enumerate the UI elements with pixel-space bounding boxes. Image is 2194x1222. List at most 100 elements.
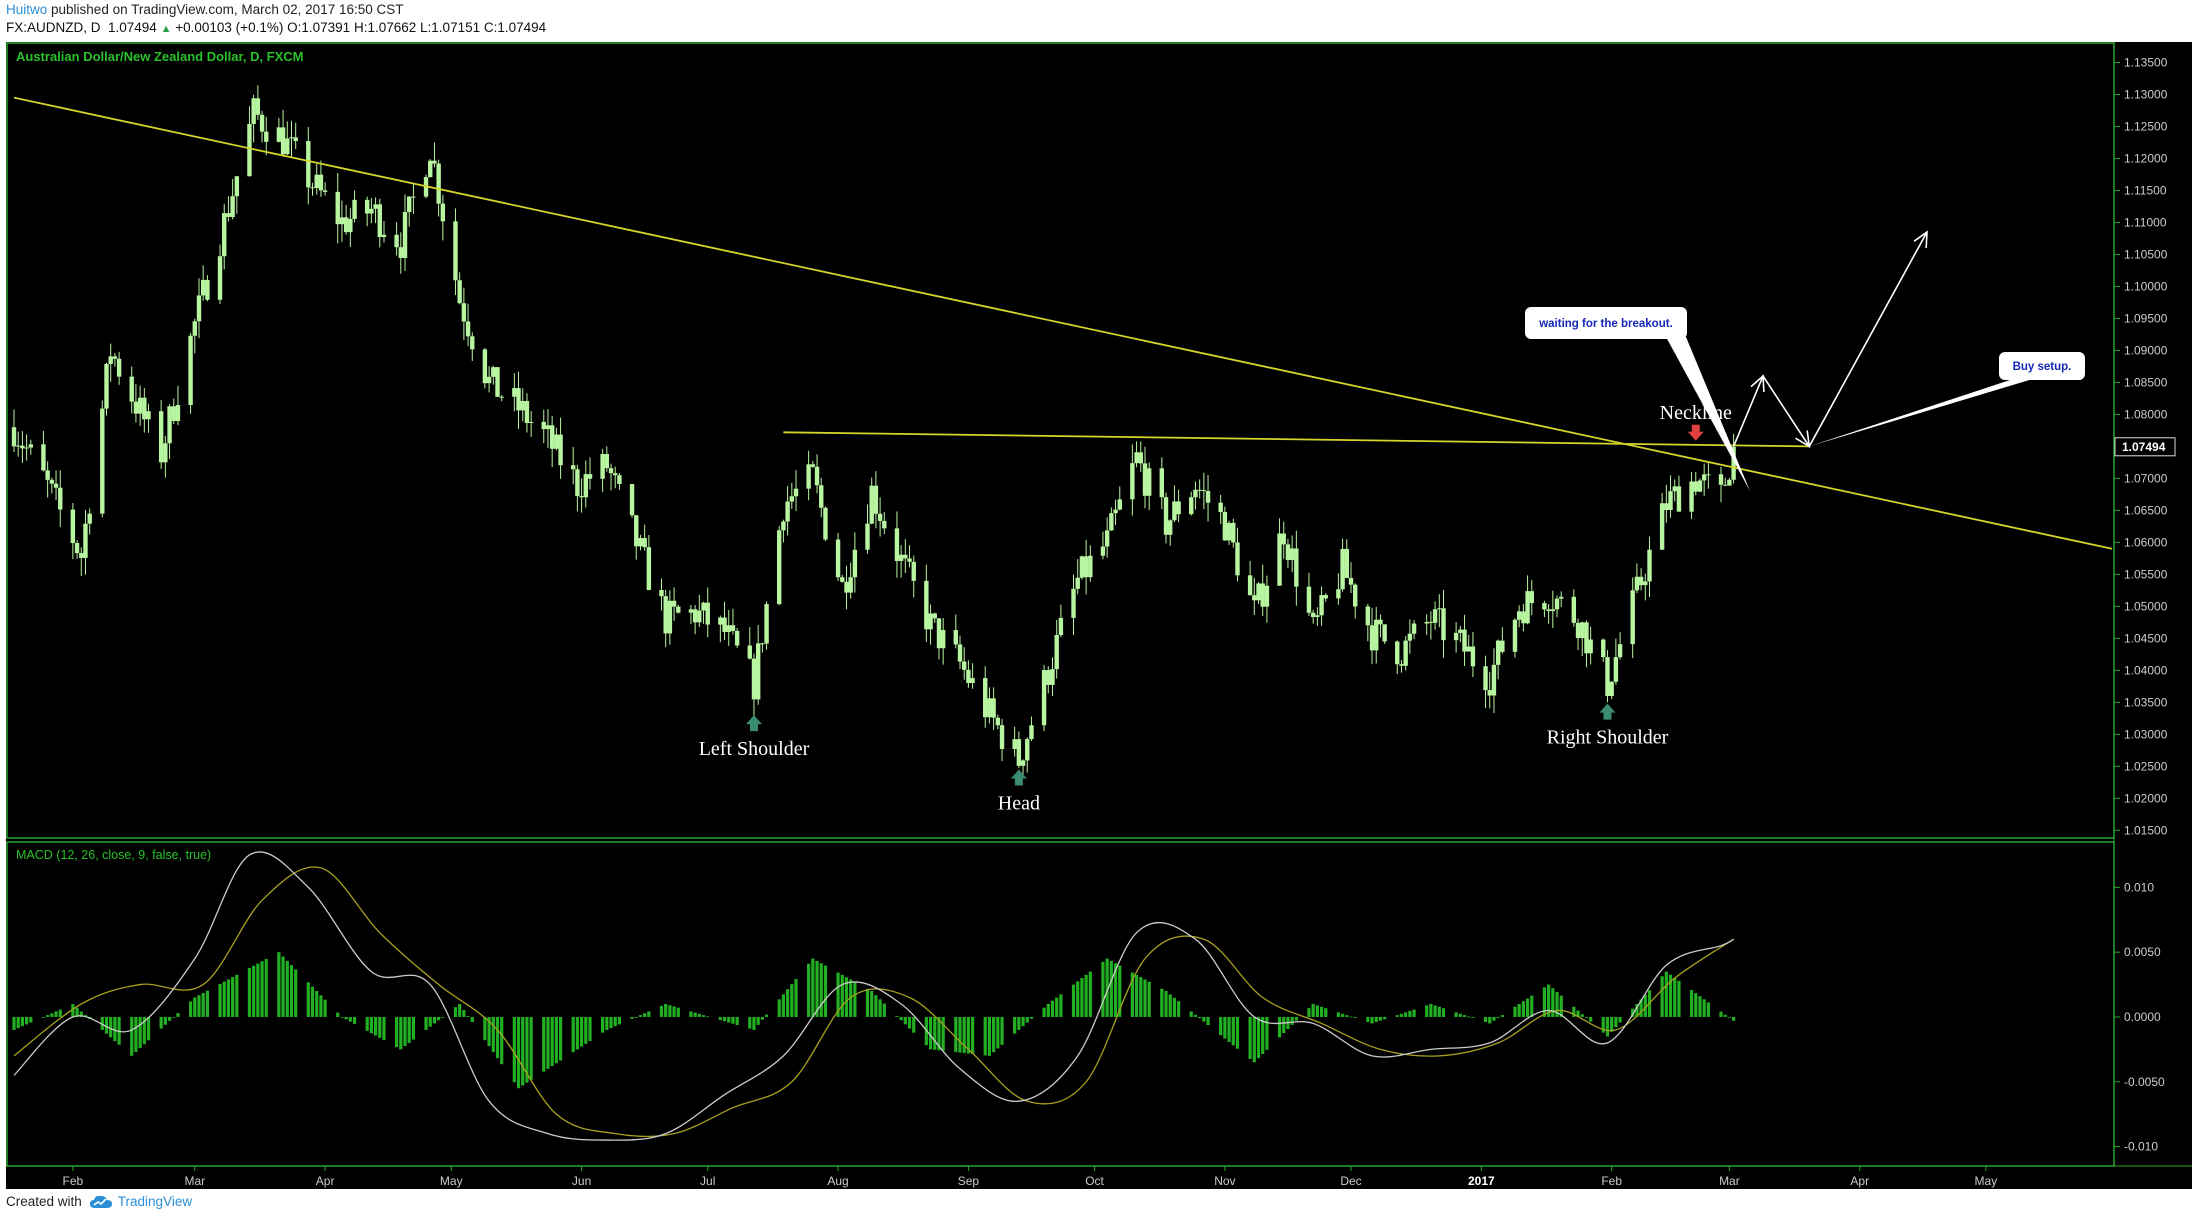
candle-body — [411, 196, 416, 198]
time-tick-label: Sep — [958, 1174, 980, 1188]
candle — [1374, 606, 1379, 664]
histogram-bar — [601, 1016, 605, 1033]
neckline-down-arrow-icon — [1687, 424, 1704, 441]
candle — [810, 461, 816, 469]
candle — [697, 594, 702, 627]
candle — [369, 198, 374, 224]
candle — [1260, 564, 1265, 616]
candle — [991, 687, 996, 730]
time-tick-label: Apr — [316, 1174, 335, 1188]
candle-body — [755, 643, 761, 700]
histogram-bar — [323, 999, 327, 1017]
candle-body — [1235, 542, 1240, 576]
candle-body — [1113, 509, 1118, 514]
candle-body — [1159, 468, 1165, 498]
histogram-bar — [1231, 1016, 1235, 1046]
candle — [1281, 521, 1286, 559]
histogram-bar — [630, 1016, 634, 1019]
candle-body — [1369, 625, 1375, 651]
candle — [840, 574, 845, 583]
candle — [940, 618, 946, 665]
candle — [1025, 737, 1030, 773]
histogram-bar — [718, 1016, 722, 1021]
candle-body — [848, 577, 853, 593]
candle — [528, 411, 534, 437]
histogram-bar — [1572, 1006, 1576, 1017]
time-tick-label: Mar — [1719, 1174, 1740, 1188]
candle-body — [697, 610, 702, 623]
candle — [20, 431, 25, 463]
histogram-bar — [466, 1016, 470, 1017]
candle — [428, 159, 433, 178]
candle-body — [322, 190, 328, 192]
histogram-bar — [369, 1016, 373, 1034]
histogram-bar — [996, 1016, 1000, 1049]
candle-body — [335, 191, 340, 225]
candle — [1601, 638, 1606, 662]
candle-body — [310, 187, 315, 189]
candle-body — [1353, 584, 1358, 607]
candle-body — [465, 321, 471, 337]
candle-body — [1411, 623, 1417, 634]
histogram-bar — [1584, 1016, 1589, 1018]
candle-body — [196, 295, 202, 322]
histogram-bar — [1168, 994, 1172, 1017]
candle — [1693, 471, 1698, 496]
candle — [1197, 479, 1202, 499]
histogram-bar — [46, 1015, 50, 1017]
author-link[interactable]: Huitwo — [6, 2, 48, 17]
candle — [440, 194, 446, 241]
candle — [1516, 605, 1522, 628]
histogram-bar — [146, 1016, 151, 1041]
chart-canvas[interactable]: 1.13500 1.13000 1.12500 1.12000 1.11500 1.110… — [6, 42, 2192, 1189]
candle-body — [667, 600, 673, 634]
candle-body — [545, 425, 551, 430]
neckline-label: Neckline — [1660, 402, 1732, 424]
candle — [676, 604, 681, 614]
candle — [1495, 639, 1501, 680]
candle-body — [1088, 555, 1093, 578]
histogram-bar — [1223, 1016, 1227, 1039]
candle-body — [116, 358, 122, 377]
candle — [402, 194, 408, 272]
histogram-bar — [1635, 1004, 1639, 1017]
histogram-bar — [142, 1016, 146, 1045]
candle — [558, 417, 563, 479]
macd-tick-label: -0.010 — [2124, 1140, 2158, 1154]
histogram-bar — [428, 1016, 432, 1027]
histogram-bar — [697, 1013, 701, 1017]
candle-body — [642, 538, 647, 548]
candle — [1046, 666, 1051, 694]
candle-body — [1706, 474, 1711, 476]
candle-body — [104, 363, 109, 409]
histogram-bar — [689, 1011, 693, 1017]
chart-area[interactable]: 1.13500 1.13000 1.12500 1.12000 1.11500 1.110… — [6, 42, 2192, 1189]
histogram-bar — [1206, 1016, 1210, 1025]
candle-body — [1138, 452, 1143, 464]
symbol-quote-line: FX:AUDNZD, D 1.07494 ▲ +0.00103 (+0.1%) … — [6, 20, 546, 35]
histogram-bar — [289, 965, 294, 1017]
histogram-bar — [664, 1004, 668, 1017]
candle — [310, 182, 315, 196]
candle — [259, 110, 265, 143]
candle-body — [520, 401, 525, 411]
candle — [785, 486, 790, 536]
histogram-bar — [188, 1001, 193, 1017]
candle-body — [1668, 491, 1673, 510]
candle-body — [819, 485, 824, 508]
candle — [289, 120, 294, 158]
candle-body — [613, 473, 618, 476]
candle-body — [1550, 609, 1556, 612]
tradingview-link[interactable]: TradingView — [89, 1194, 192, 1209]
histogram-bar — [104, 1016, 109, 1034]
candle-body — [1554, 598, 1560, 610]
candle-body — [823, 507, 828, 540]
projection-arrowhead-icon — [1913, 230, 1928, 249]
candle — [898, 545, 904, 578]
candle — [1466, 634, 1471, 652]
histogram-bar — [1601, 1016, 1605, 1033]
histogram-bar — [12, 1016, 16, 1030]
candle-body — [1012, 739, 1017, 749]
candle-body — [671, 600, 677, 607]
publish-info: Huitwo published on TradingView.com, Mar… — [6, 2, 404, 17]
